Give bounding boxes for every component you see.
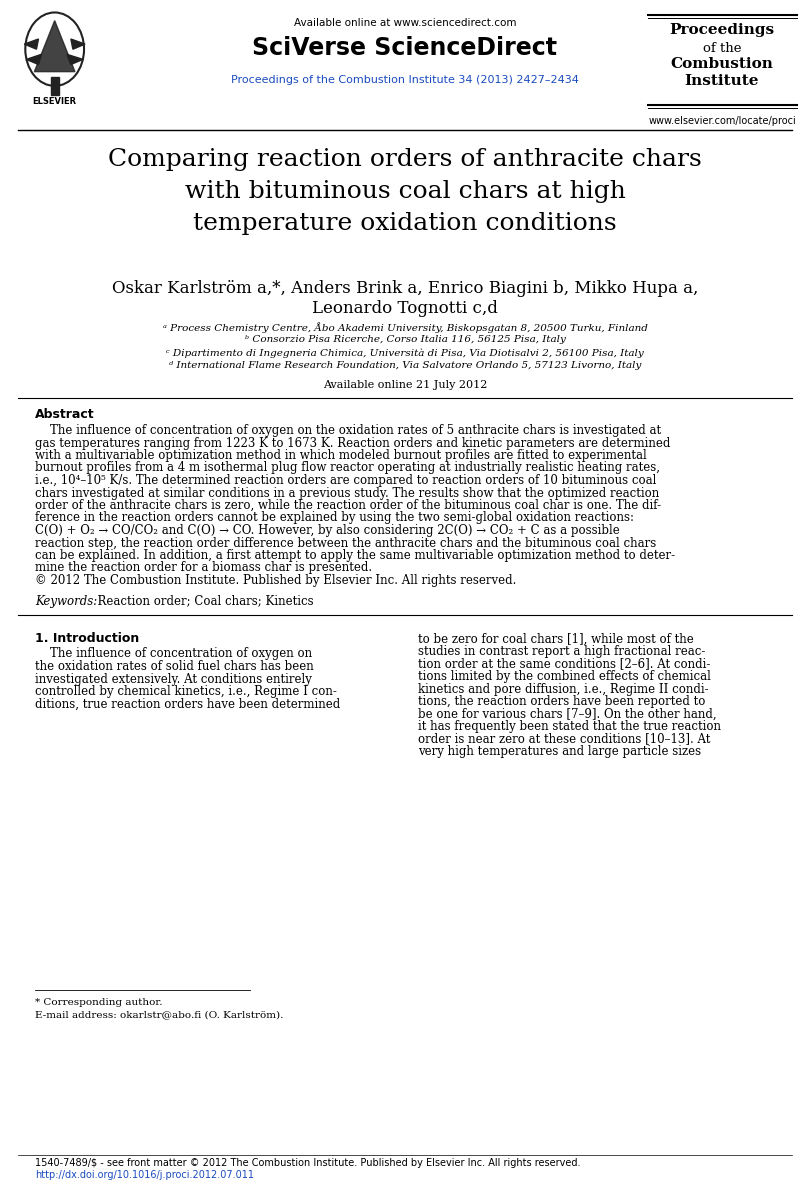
Text: ᵃ Process Chemistry Centre, Åbo Akademi University, Biskopsgatan 8, 20500 Turku,: ᵃ Process Chemistry Centre, Åbo Akademi …: [163, 322, 647, 332]
Text: chars investigated at similar conditions in a previous study. The results show t: chars investigated at similar conditions…: [35, 486, 659, 499]
Text: www.elsevier.com/locate/proci: www.elsevier.com/locate/proci: [648, 116, 796, 126]
Text: order of the anthracite chars is zero, while the reaction order of the bituminou: order of the anthracite chars is zero, w…: [35, 499, 661, 512]
Text: it has frequently been stated that the true reaction: it has frequently been stated that the t…: [418, 720, 721, 733]
Text: investigated extensively. At conditions entirely: investigated extensively. At conditions …: [35, 672, 312, 685]
Text: Keywords:: Keywords:: [35, 594, 97, 607]
Text: i.e., 10⁴–10⁵ K/s. The determined reaction orders are compared to reaction order: i.e., 10⁴–10⁵ K/s. The determined reacti…: [35, 474, 656, 487]
Text: gas temperatures ranging from 1223 K to 1673 K. Reaction orders and kinetic para: gas temperatures ranging from 1223 K to …: [35, 437, 671, 450]
Text: studies in contrast report a high fractional reac-: studies in contrast report a high fracti…: [418, 646, 706, 658]
Text: ᶜ Dipartimento di Ingegneria Chimica, Università di Pisa, Via Diotisalvi 2, 5610: ᶜ Dipartimento di Ingegneria Chimica, Un…: [166, 348, 644, 358]
Text: Proceedings: Proceedings: [669, 23, 774, 37]
Text: tions, the reaction orders have been reported to: tions, the reaction orders have been rep…: [418, 695, 706, 708]
Text: SciVerse ScienceDirect: SciVerse ScienceDirect: [253, 36, 557, 60]
Text: ELSEVIER: ELSEVIER: [32, 97, 77, 107]
Text: Institute: Institute: [684, 74, 759, 88]
Text: Proceedings of the Combustion Institute 34 (2013) 2427–2434: Proceedings of the Combustion Institute …: [231, 74, 579, 85]
Polygon shape: [71, 38, 85, 49]
Text: C(O) + O₂ → CO/CO₂ and C(O) → CO. However, by also considering 2C(O) → CO₂ + C a: C(O) + O₂ → CO/CO₂ and C(O) → CO. Howeve…: [35, 524, 620, 538]
Text: mine the reaction order for a biomass char is presented.: mine the reaction order for a biomass ch…: [35, 562, 372, 575]
Text: reaction step, the reaction order difference between the anthracite chars and th: reaction step, the reaction order differ…: [35, 536, 656, 550]
Polygon shape: [26, 54, 41, 65]
Text: * Corresponding author.: * Corresponding author.: [35, 998, 163, 1007]
Polygon shape: [34, 20, 75, 72]
Text: Leonardo Tognotti c,d: Leonardo Tognotti c,d: [312, 300, 498, 317]
Text: Comparing reaction orders of anthracite chars
with bituminous coal chars at high: Comparing reaction orders of anthracite …: [108, 148, 702, 235]
Text: can be explained. In addition, a first attempt to apply the same multivariable o: can be explained. In addition, a first a…: [35, 550, 675, 562]
Text: ditions, true reaction orders have been determined: ditions, true reaction orders have been …: [35, 697, 340, 710]
Text: Reaction order; Coal chars; Kinetics: Reaction order; Coal chars; Kinetics: [90, 594, 313, 607]
Text: ᵇ Consorzio Pisa Ricerche, Corso Italia 116, 56125 Pisa, Italy: ᵇ Consorzio Pisa Ricerche, Corso Italia …: [245, 335, 565, 344]
Text: © 2012 The Combustion Institute. Published by Elsevier Inc. All rights reserved.: © 2012 The Combustion Institute. Publish…: [35, 574, 517, 587]
Text: of the: of the: [703, 42, 741, 55]
Polygon shape: [66, 54, 83, 65]
Text: 1. Introduction: 1. Introduction: [35, 632, 139, 646]
Text: with a multivariable optimization method in which modeled burnout profiles are f: with a multivariable optimization method…: [35, 449, 646, 462]
Text: kinetics and pore diffusion, i.e., Regime II condi-: kinetics and pore diffusion, i.e., Regim…: [418, 683, 709, 696]
Text: tion order at the same conditions [2–6]. At condi-: tion order at the same conditions [2–6].…: [418, 658, 710, 671]
Polygon shape: [24, 38, 38, 49]
Text: Combustion: Combustion: [671, 56, 774, 71]
Bar: [50, 77, 58, 95]
Text: 1540-7489/$ - see front matter © 2012 The Combustion Institute. Published by Els: 1540-7489/$ - see front matter © 2012 Th…: [35, 1158, 581, 1168]
Text: ference in the reaction orders cannot be explained by using the two semi-global : ference in the reaction orders cannot be…: [35, 511, 634, 524]
Text: controlled by chemical kinetics, i.e., Regime I con-: controlled by chemical kinetics, i.e., R…: [35, 685, 337, 698]
Text: Abstract: Abstract: [35, 408, 95, 421]
Text: to be zero for coal chars [1], while most of the: to be zero for coal chars [1], while mos…: [418, 632, 693, 646]
Text: the oxidation rates of solid fuel chars has been: the oxidation rates of solid fuel chars …: [35, 660, 313, 673]
Text: The influence of concentration of oxygen on the oxidation rates of 5 anthracite : The influence of concentration of oxygen…: [35, 424, 661, 437]
Text: very high temperatures and large particle sizes: very high temperatures and large particl…: [418, 745, 701, 758]
Text: Oskar Karlström a,*, Anders Brink a, Enrico Biagini b, Mikko Hupa a,: Oskar Karlström a,*, Anders Brink a, Enr…: [112, 280, 698, 296]
Text: order is near zero at these conditions [10–13]. At: order is near zero at these conditions […: [418, 732, 710, 745]
Text: tions limited by the combined effects of chemical: tions limited by the combined effects of…: [418, 670, 711, 683]
Text: Available online at www.sciencedirect.com: Available online at www.sciencedirect.co…: [294, 18, 516, 28]
Text: http://dx.doi.org/10.1016/j.proci.2012.07.011: http://dx.doi.org/10.1016/j.proci.2012.0…: [35, 1170, 254, 1180]
Text: The influence of concentration of oxygen on: The influence of concentration of oxygen…: [35, 648, 312, 660]
Text: burnout profiles from a 4 m isothermal plug flow reactor operating at industrial: burnout profiles from a 4 m isothermal p…: [35, 462, 660, 474]
Text: Available online 21 July 2012: Available online 21 July 2012: [323, 380, 487, 390]
Text: be one for various chars [7–9]. On the other hand,: be one for various chars [7–9]. On the o…: [418, 708, 717, 720]
Text: ᵈ International Flame Research Foundation, Via Salvatore Orlando 5, 57123 Livorn: ᵈ International Flame Research Foundatio…: [168, 361, 642, 370]
Text: E-mail address: okarlstr@abo.fi (O. Karlström).: E-mail address: okarlstr@abo.fi (O. Karl…: [35, 1010, 284, 1019]
